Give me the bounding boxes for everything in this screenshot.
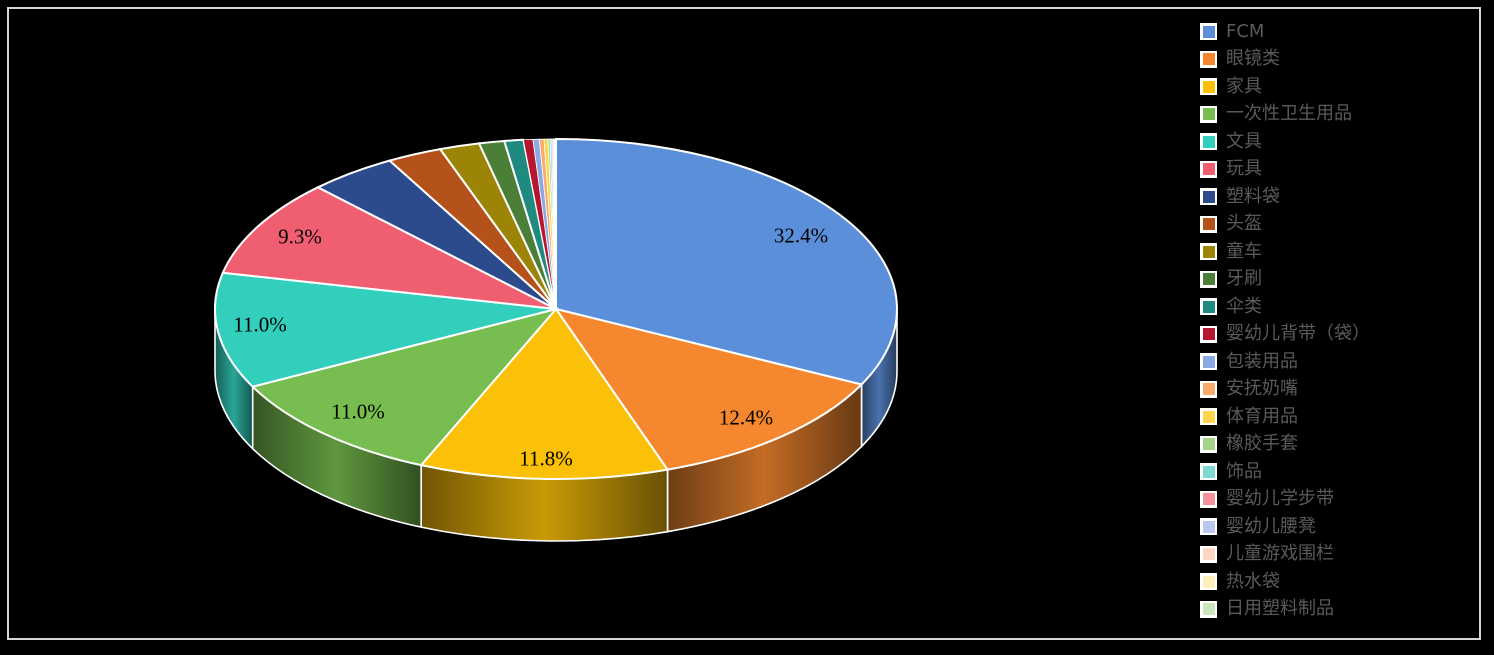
- legend-item-label: 橡胶手套: [1226, 433, 1298, 455]
- legend-color-swatch-icon: [1200, 545, 1217, 563]
- pie-slice-percent-label: 12.4%: [718, 405, 774, 430]
- legend-item-label: 眼镜类: [1226, 48, 1280, 70]
- legend-item[interactable]: 婴幼儿学步带: [1192, 486, 1478, 514]
- legend-item[interactable]: 塑料袋: [1192, 183, 1478, 211]
- pie-slice[interactable]: [553, 307, 864, 471]
- pie-slice[interactable]: [214, 271, 557, 388]
- legend-item[interactable]: 体育用品: [1192, 403, 1478, 431]
- legend-color-swatch-icon: [1200, 325, 1217, 343]
- pie-slice-percent-label: 9.3%: [278, 224, 322, 249]
- legend-color-swatch-icon: [1200, 105, 1217, 123]
- legend-item[interactable]: 婴幼儿腰凳: [1192, 513, 1478, 541]
- legend-color-swatch-icon: [1200, 215, 1217, 233]
- legend-item-label: 玩具: [1226, 158, 1262, 180]
- legend-color-swatch-icon: [1200, 463, 1217, 481]
- legend-item-label: 童车: [1226, 240, 1262, 262]
- legend-item[interactable]: 日用塑料制品: [1192, 596, 1478, 624]
- legend-item[interactable]: 婴幼儿背带（袋）: [1192, 321, 1478, 349]
- legend-color-swatch-icon: [1200, 160, 1217, 178]
- legend-item[interactable]: 饰品: [1192, 458, 1478, 486]
- legend-color-swatch-icon: [1200, 600, 1217, 618]
- legend-color-swatch-icon: [1200, 435, 1217, 453]
- legend-item-label: 婴幼儿背带（袋）: [1226, 323, 1370, 345]
- legend-item-label: 儿童游戏围栏: [1226, 543, 1334, 565]
- pie-slice-percent-label: 32.4%: [773, 223, 829, 248]
- legend-item[interactable]: 牙刷: [1192, 266, 1478, 294]
- legend-item[interactable]: 伞类: [1192, 293, 1478, 321]
- legend-item-label: 饰品: [1226, 460, 1262, 482]
- legend-item-label: 婴幼儿学步带: [1226, 488, 1334, 510]
- legend-item-label: 伞类: [1226, 295, 1262, 317]
- pie-top-slices: [214, 137, 898, 480]
- legend-item[interactable]: 儿童游戏围栏: [1192, 541, 1478, 569]
- legend-color-swatch-icon: [1200, 23, 1217, 41]
- legend-item[interactable]: FCM: [1192, 18, 1478, 46]
- legend-item-label: 塑料袋: [1226, 185, 1280, 207]
- legend-item-label: 婴幼儿腰凳: [1226, 515, 1316, 537]
- pie-slice-percent-label: 11.0%: [233, 312, 287, 337]
- legend-color-swatch-icon: [1200, 408, 1217, 426]
- pie-slice-percent-label: 11.8%: [519, 446, 573, 471]
- legend-color-swatch-icon: [1200, 298, 1217, 316]
- chart-legend: FCM 眼镜类家具一次性卫生用品 文具玩具塑料袋头盔童车牙刷伞类婴幼儿背带（袋） 包装…: [1192, 18, 1478, 638]
- legend-item[interactable]: 安抚奶嘴: [1192, 376, 1478, 404]
- legend-color-swatch-icon: [1200, 270, 1217, 288]
- legend-item-label: 一次性卫生用品: [1226, 103, 1352, 125]
- legend-color-swatch-icon: [1200, 188, 1217, 206]
- legend-item[interactable]: 一次性卫生用品: [1192, 101, 1478, 129]
- legend-color-swatch-icon: [1200, 573, 1217, 591]
- legend-color-swatch-icon: [1200, 243, 1217, 261]
- legend-color-swatch-icon: [1200, 133, 1217, 151]
- pie-slice-percent-label: 11.0%: [331, 399, 385, 424]
- legend-item[interactable]: 玩具: [1192, 156, 1478, 184]
- legend-item[interactable]: 热水袋: [1192, 568, 1478, 596]
- legend-color-swatch-icon: [1200, 380, 1217, 398]
- legend-item-label: 热水袋: [1226, 570, 1280, 592]
- legend-item[interactable]: 文具: [1192, 128, 1478, 156]
- legend-item-label: 牙刷: [1226, 268, 1262, 290]
- legend-item[interactable]: 头盔: [1192, 211, 1478, 239]
- legend-item-label: 文具: [1226, 130, 1262, 152]
- legend-color-swatch-icon: [1200, 78, 1217, 96]
- legend-item[interactable]: 橡胶手套: [1192, 431, 1478, 459]
- legend-item[interactable]: 眼镜类: [1192, 46, 1478, 74]
- pie-slice[interactable]: [419, 307, 670, 480]
- pie-chart-svg: [214, 137, 898, 542]
- pie-3d-sides: [214, 308, 898, 542]
- legend-item-label: 头盔: [1226, 213, 1262, 235]
- legend-color-swatch-icon: [1200, 490, 1217, 508]
- legend-color-swatch-icon: [1200, 518, 1217, 536]
- legend-item-label: FCM: [1226, 20, 1265, 42]
- pie-chart-area: 32.4% 12.4% 11.8% 11.0% 11.0% 9.3%: [9, 9, 1184, 638]
- legend-color-swatch-icon: [1200, 353, 1217, 371]
- legend-item-label: 包装用品: [1226, 350, 1298, 372]
- legend-item[interactable]: 童车: [1192, 238, 1478, 266]
- legend-item-label: 日用塑料制品: [1226, 598, 1334, 620]
- pie-slice[interactable]: [221, 186, 557, 310]
- legend-item[interactable]: 包装用品: [1192, 348, 1478, 376]
- pie-slice[interactable]: [555, 137, 898, 386]
- legend-color-swatch-icon: [1200, 50, 1217, 68]
- legend-item[interactable]: 家具: [1192, 73, 1478, 101]
- legend-item-label: 安抚奶嘴: [1226, 378, 1298, 400]
- pie-slice[interactable]: [250, 307, 559, 467]
- legend-item-label: 体育用品: [1226, 405, 1298, 427]
- legend-item-label: 家具: [1226, 75, 1262, 97]
